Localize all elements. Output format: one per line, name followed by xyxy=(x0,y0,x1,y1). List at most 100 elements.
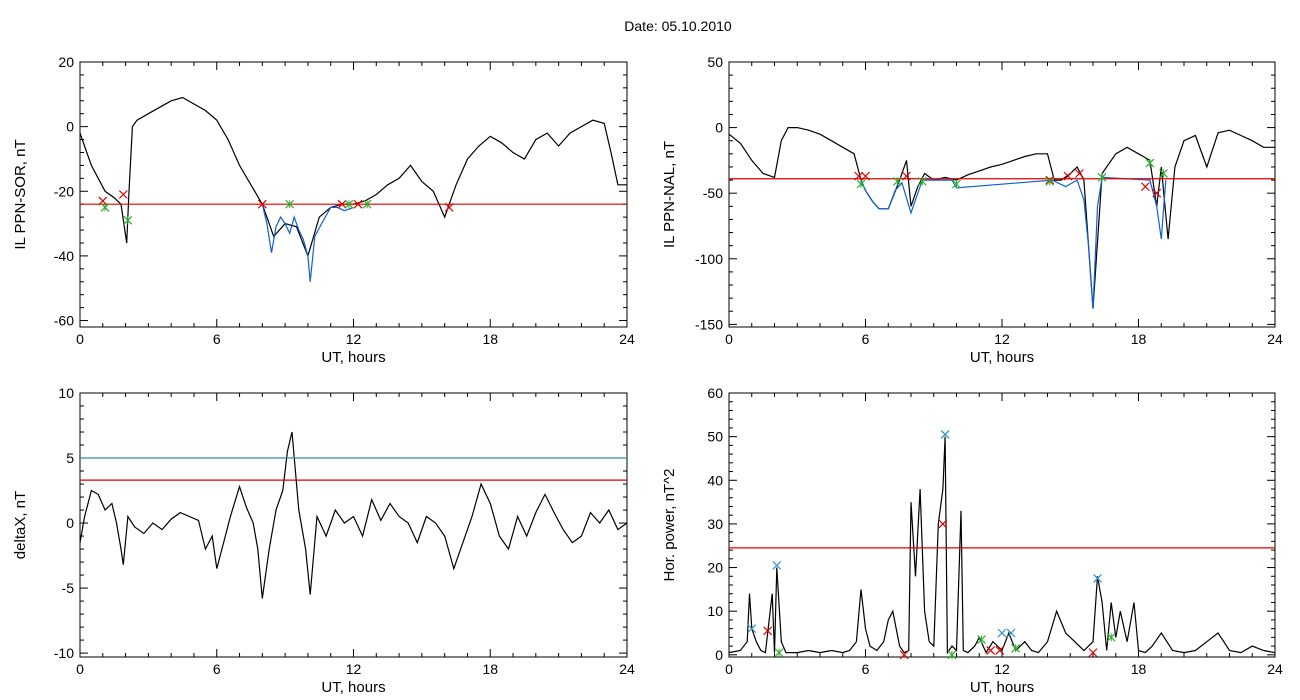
plot-frame xyxy=(79,392,628,658)
y-axis-label: Hor. power, nT^2 xyxy=(661,469,678,582)
event-marker xyxy=(1097,173,1107,182)
event-marker xyxy=(118,190,128,199)
series-line-2 xyxy=(261,204,354,282)
y-tick-label: -100 xyxy=(695,251,723,267)
x-tick-label: 0 xyxy=(725,661,733,677)
x-tick-label: 24 xyxy=(1267,331,1283,347)
series-line-2 xyxy=(860,176,1167,309)
y-tick-label: -50 xyxy=(703,185,723,201)
x-tick-label: 12 xyxy=(346,661,362,677)
x-tick-label: 0 xyxy=(76,331,84,347)
x-tick-label: 24 xyxy=(619,661,635,677)
event-marker xyxy=(902,171,911,181)
y-tick-label: -40 xyxy=(54,248,74,264)
chart-title: Date: 05.10.2010 xyxy=(624,18,732,34)
event-marker xyxy=(947,650,957,660)
event-marker xyxy=(444,203,454,212)
y-tick-label: 10 xyxy=(58,385,74,401)
y-tick-label: 40 xyxy=(707,472,723,488)
event-marker xyxy=(1145,158,1155,168)
y-tick-label: 50 xyxy=(707,429,723,445)
y-tick-label: 0 xyxy=(715,120,723,136)
y-axis-label: deltaX, nT xyxy=(12,491,29,559)
x-tick-label: 18 xyxy=(482,661,498,677)
y-tick-label: -5 xyxy=(62,580,75,596)
event-marker xyxy=(1106,632,1116,642)
x-tick-label: 6 xyxy=(862,661,870,677)
panel-p2: 0 6 12 18 24 50 0 -50 -100 -150 UT, hours IL PPN-NA… xyxy=(661,54,1283,366)
event-marker xyxy=(1159,169,1168,178)
x-axis-label: UT, hours xyxy=(970,679,1034,696)
y-tick-label: 30 xyxy=(707,516,723,532)
series-line-1 xyxy=(728,126,1275,309)
x-axis-label: UT, hours xyxy=(321,679,385,696)
y-tick-label: 20 xyxy=(58,54,74,70)
event-marker xyxy=(977,635,986,644)
event-marker xyxy=(100,203,110,212)
event-marker xyxy=(1140,182,1150,192)
event-marker xyxy=(861,171,870,181)
y-tick-label: -60 xyxy=(54,313,74,329)
event-marker xyxy=(763,626,773,636)
x-axis-label: UT, hours xyxy=(321,349,385,366)
event-marker xyxy=(899,650,909,660)
plot-frame xyxy=(728,61,1276,328)
event-marker xyxy=(952,179,961,189)
event-marker xyxy=(1006,628,1016,638)
x-tick-label: 24 xyxy=(619,331,635,347)
event-marker xyxy=(854,171,864,181)
event-marker xyxy=(995,646,1005,655)
event-marker xyxy=(774,648,784,658)
event-marker xyxy=(986,646,996,655)
x-tick-label: 6 xyxy=(213,661,221,677)
event-marker xyxy=(997,628,1007,638)
panel-p4: 0 6 12 18 24 60 50 40 30 20 10 0 UT, hours Hor. power… xyxy=(661,385,1283,696)
event-marker xyxy=(856,179,866,189)
event-marker xyxy=(353,199,363,209)
panel-p3: 0 6 12 18 24 10 5 0 -5 -10 UT, hours deltaX, nT xyxy=(12,385,635,696)
event-marker xyxy=(1063,171,1073,181)
y-axis-label: IL PPN-SOR, nT xyxy=(12,139,29,249)
event-marker xyxy=(344,199,354,209)
event-marker xyxy=(1093,574,1102,583)
series-line-1 xyxy=(79,431,628,599)
x-tick-label: 18 xyxy=(1131,661,1147,677)
x-tick-label: 0 xyxy=(76,661,84,677)
y-tick-label: 0 xyxy=(66,515,74,531)
x-tick-label: 12 xyxy=(994,661,1010,677)
y-tick-label: 5 xyxy=(66,450,74,466)
plot-frame xyxy=(728,392,1276,658)
event-marker xyxy=(285,199,295,209)
series-line-1 xyxy=(728,436,1276,655)
x-tick-label: 18 xyxy=(1131,331,1147,347)
x-tick-label: 12 xyxy=(346,331,362,347)
y-tick-label: 60 xyxy=(707,385,723,401)
x-tick-label: 6 xyxy=(862,331,870,347)
y-tick-label: 0 xyxy=(66,119,74,135)
event-marker xyxy=(337,199,347,209)
y-tick-label: 0 xyxy=(715,647,723,663)
event-marker xyxy=(1074,169,1084,178)
event-marker xyxy=(1152,188,1162,198)
event-marker xyxy=(362,199,372,209)
event-marker xyxy=(892,176,902,186)
event-marker xyxy=(917,176,927,186)
event-marker xyxy=(772,560,782,570)
y-tick-label: -10 xyxy=(54,645,74,661)
y-tick-label: 50 xyxy=(707,54,723,70)
x-tick-label: 6 xyxy=(213,331,221,347)
series-line-1 xyxy=(79,96,627,258)
plot-frame xyxy=(79,61,628,328)
event-marker xyxy=(1045,176,1055,186)
event-marker xyxy=(1088,648,1098,658)
event-marker xyxy=(940,430,950,439)
event-marker xyxy=(938,519,948,529)
x-tick-label: 24 xyxy=(1267,661,1283,677)
event-marker xyxy=(123,215,133,225)
y-axis-label: IL PPN-NAL, nT xyxy=(661,141,678,248)
x-tick-label: 18 xyxy=(482,331,498,347)
x-axis-label: UT, hours xyxy=(970,349,1034,366)
panel-p1: 0 6 12 18 24 20 0 -20 -40 -60 UT, hours IL PPN-SOR,… xyxy=(12,54,635,366)
y-tick-label: -150 xyxy=(695,316,723,332)
